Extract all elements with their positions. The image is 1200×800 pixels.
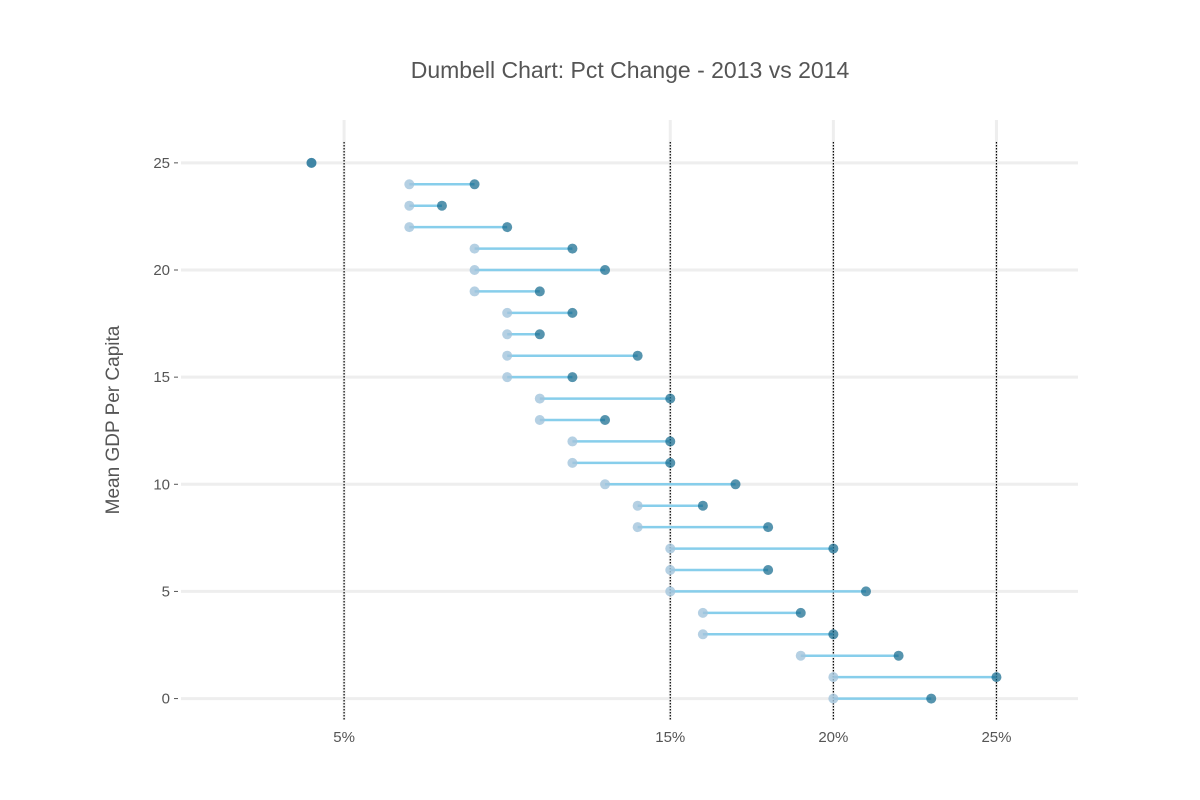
- point-2013: [469, 243, 480, 254]
- point-2014: [502, 222, 513, 233]
- point-2014: [991, 672, 1002, 683]
- point-2013: [632, 500, 643, 511]
- y-tick-label: 10: [153, 476, 170, 493]
- y-tick-label: 0: [162, 691, 170, 708]
- x-tick-label: 5%: [333, 729, 355, 746]
- point-2013: [404, 200, 415, 211]
- x-tick-label: 20%: [818, 729, 848, 746]
- point-2014: [567, 372, 578, 383]
- point-2014: [436, 200, 447, 211]
- point-2013: [404, 222, 415, 233]
- point-2013: [502, 307, 513, 318]
- point-2013: [469, 286, 480, 297]
- point-2013: [502, 350, 513, 361]
- point-2013: [795, 650, 806, 661]
- point-2014: [665, 457, 676, 468]
- point-2013: [502, 329, 513, 340]
- point-2013: [502, 372, 513, 383]
- point-2013: [665, 586, 676, 597]
- point-2014: [567, 243, 578, 254]
- point-2013: [534, 393, 545, 404]
- vertical-reference-lines: [342, 120, 998, 720]
- x-axis-ticks: 5% 15% 20% 25%: [333, 729, 1011, 746]
- point-2013: [828, 672, 839, 683]
- point-2014: [665, 393, 676, 404]
- point-2013: [632, 522, 643, 533]
- point-2013: [665, 543, 676, 554]
- point-2014: [828, 543, 839, 554]
- point-2014: [600, 415, 611, 425]
- point-2013: [404, 179, 415, 190]
- point-2014: [795, 607, 806, 618]
- y-axis-label: Mean GDP Per Capita: [103, 325, 124, 514]
- x-tick-label: 15%: [655, 729, 685, 746]
- point-2014: [306, 157, 317, 168]
- point-2014: [828, 629, 839, 640]
- y-axis-ticks: 0 5 10 15 20 25: [153, 155, 178, 708]
- point-2013: [469, 265, 480, 275]
- point-2014: [567, 307, 578, 318]
- point-2013: [697, 607, 708, 618]
- point-2013: [665, 565, 676, 575]
- point-2013: [534, 415, 545, 425]
- dumbbell-marks: [306, 157, 1002, 704]
- point-2014: [763, 522, 774, 533]
- x-tick-label: 25%: [981, 729, 1011, 746]
- horizontal-gridlines: [181, 161, 1078, 701]
- point-2014: [534, 329, 545, 340]
- y-tick-label: 20: [153, 262, 170, 279]
- point-2014: [632, 350, 643, 361]
- point-2014: [730, 479, 741, 490]
- point-2014: [926, 693, 937, 704]
- point-2014: [860, 586, 871, 597]
- point-2014: [697, 500, 708, 511]
- point-2013: [697, 629, 708, 640]
- point-2014: [469, 179, 480, 190]
- point-2014: [665, 436, 676, 447]
- y-tick-label: 15: [153, 369, 170, 386]
- chart-title: Dumbell Chart: Pct Change - 2013 vs 2014: [411, 57, 850, 83]
- point-2014: [600, 265, 611, 275]
- point-2013: [567, 436, 578, 447]
- point-2014: [763, 565, 774, 575]
- y-tick-label: 5: [162, 583, 170, 600]
- point-2013: [567, 457, 578, 468]
- y-tick-label: 25: [153, 155, 170, 172]
- point-2013: [828, 693, 839, 704]
- point-2014: [534, 286, 545, 297]
- point-2013: [600, 479, 611, 490]
- point-2014: [893, 650, 904, 661]
